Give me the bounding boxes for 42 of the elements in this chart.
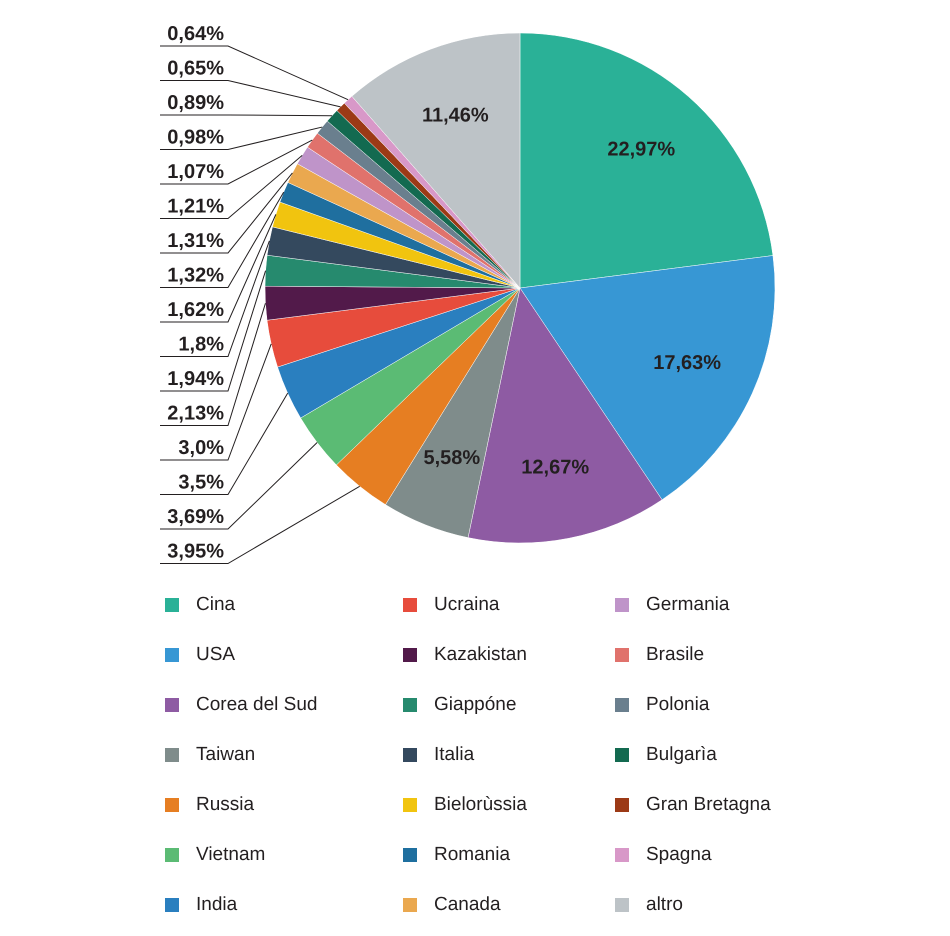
data-label: 3,69% xyxy=(167,506,224,528)
data-label: 0,89% xyxy=(167,92,224,114)
data-label: 1,07% xyxy=(167,161,224,183)
data-label: 0,64% xyxy=(167,23,224,45)
data-label: 1,31% xyxy=(167,230,224,252)
data-label: 1,94% xyxy=(167,368,224,390)
legend-label: Taiwan xyxy=(196,744,256,766)
data-label: 3,0% xyxy=(178,437,224,459)
legend-label: altro xyxy=(646,894,683,916)
data-label: 3,5% xyxy=(178,472,224,494)
legend-label: Giappóne xyxy=(434,694,516,716)
data-label: 0,98% xyxy=(167,126,224,148)
data-label: 1,62% xyxy=(167,299,224,321)
legend-label: India xyxy=(196,894,238,916)
data-label: 1,8% xyxy=(178,334,224,356)
legend-label: USA xyxy=(196,644,236,666)
legend-label: Corea del Sud xyxy=(196,694,318,716)
legend-label: Kazakistan xyxy=(434,644,527,666)
legend-label: Brasile xyxy=(646,644,704,666)
legend-label: Vietnam xyxy=(196,844,266,866)
data-label: 3,95% xyxy=(167,540,224,562)
legend-label: Ucraina xyxy=(434,594,500,616)
legend-label: Spagna xyxy=(646,844,712,866)
data-label: 5,58% xyxy=(423,446,480,469)
legend-label: Canada xyxy=(434,894,501,916)
legend-label: Gran Bretagna xyxy=(646,794,772,816)
data-label: 11,46% xyxy=(422,104,489,126)
data-label: 12,67% xyxy=(521,456,590,478)
data-label: 1,32% xyxy=(167,264,224,286)
data-label: 1,21% xyxy=(167,196,224,218)
data-label: 0,65% xyxy=(167,58,224,80)
data-label: 17,63% xyxy=(653,352,722,374)
data-label: 22,97% xyxy=(607,138,676,160)
legend-label: Romania xyxy=(434,844,510,866)
legend-label: Germania xyxy=(646,594,730,616)
data-label: 2,13% xyxy=(167,402,224,424)
legend-label: Cina xyxy=(196,594,236,616)
legend-label: Polonia xyxy=(646,694,710,716)
legend-label: Bulgarìa xyxy=(646,744,718,766)
legend-label: Bielorùssia xyxy=(434,794,528,816)
legend-label: Italia xyxy=(434,744,475,766)
legend-label: Russia xyxy=(196,794,255,816)
